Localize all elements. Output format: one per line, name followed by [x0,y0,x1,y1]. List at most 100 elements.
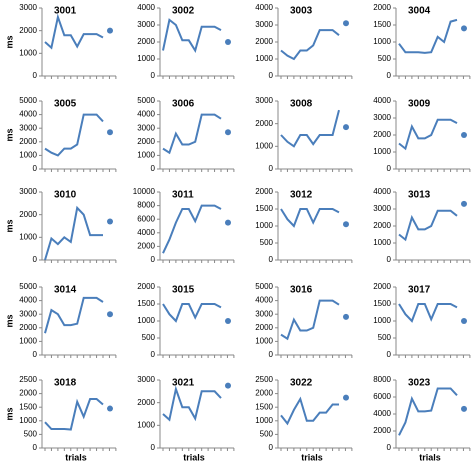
data-line [398,18,458,54]
y-tick-label: 4000 [373,96,391,105]
y-tick-label: 0 [151,71,156,80]
data-point [461,132,467,138]
y-tick-label: 0 [387,71,392,80]
y-tick-label: 1000 [137,420,155,429]
y-tick-label: 0 [151,255,156,264]
y-tick-label: 500 [378,54,392,63]
data-point [107,129,113,136]
y-tick-label: 2000 [137,398,155,407]
y-tick-label: 1000 [137,151,155,160]
data-point [225,39,231,45]
y-tick-label: 4000 [373,409,391,418]
y-tick-label: 1500 [373,20,391,29]
y-tick-label: 0 [33,255,38,264]
y-tick-label: 2000 [255,389,273,398]
panel-title: 3022 [290,378,313,389]
data-point [107,27,113,34]
y-tick-label: 3000 [255,20,273,29]
y-tick-label: 1000 [373,316,391,325]
y-axis-label: ms [4,407,14,420]
y-tick-label: 6000 [137,214,155,223]
x-axis-label: trials [419,452,441,462]
data-line [162,303,222,323]
y-tick-label: 5000 [255,282,273,291]
y-tick-label: 1000 [255,337,273,346]
panel-title: 3014 [54,285,77,296]
data-line [162,113,222,155]
y-tick-label: 2000 [137,282,155,291]
data-point [343,221,349,228]
y-axis-label: ms [4,128,14,141]
y-tick-label: 1000 [19,232,37,241]
panel-title: 3003 [290,6,313,17]
y-tick-label: 2000 [255,119,273,128]
panel-title: 3006 [172,99,195,110]
y-tick-label: 1500 [137,299,155,308]
data-point [461,318,467,324]
panel-title: 3018 [54,378,77,389]
y-tick-label: 3000 [19,187,37,196]
y-axis-label: ms [4,35,14,48]
data-point [107,405,113,412]
y-tick-label: 1000 [373,147,391,156]
x-axis-label: trials [65,452,87,462]
y-tick-label: 1500 [255,204,273,213]
y-tick-label: 0 [269,255,274,264]
y-tick-label: 500 [378,333,392,342]
y-tick-label: 1000 [19,48,37,57]
y-tick-label: 0 [151,443,156,452]
y-tick-label: 1000 [255,416,273,425]
y-tick-label: 4000 [137,3,155,12]
y-tick-label: 3000 [373,204,391,213]
y-tick-label: 0 [33,164,38,173]
y-tick-label: 2000 [373,426,391,435]
y-tick-label: 0 [269,71,274,80]
y-tick-label: 500 [260,238,274,247]
data-line [162,18,222,53]
y-tick-label: 2000 [137,37,155,46]
y-tick-label: 6000 [373,392,391,401]
y-tick-label: 2000 [19,389,37,398]
panel-title: 3008 [290,99,313,110]
y-tick-label: 1000 [255,221,273,230]
y-tick-label: 2500 [255,375,273,384]
y-tick-label: 1500 [19,402,37,411]
panel-title: 3005 [54,99,77,110]
y-tick-label: 3000 [255,309,273,318]
y-tick-label: 1500 [373,299,391,308]
panel-title: 3016 [290,285,313,296]
y-tick-label: 0 [33,71,38,80]
panel-title: 3001 [54,6,77,17]
y-tick-label: 2000 [373,282,391,291]
y-tick-label: 500 [260,430,274,439]
y-tick-label: 3000 [137,123,155,132]
y-tick-label: 0 [269,350,274,359]
data-line [44,398,104,431]
data-point [107,218,113,225]
y-axis-label: ms [4,219,14,232]
y-tick-label: 3000 [19,123,37,132]
data-point [343,20,349,27]
panel-title: 3015 [172,285,195,296]
y-tick-label: 3000 [373,113,391,122]
y-tick-label: 4000 [19,110,37,119]
y-tick-label: 4000 [255,3,273,12]
y-tick-label: 2000 [373,221,391,230]
x-axis-label: trials [301,452,323,462]
data-line [398,118,458,151]
data-point [225,129,231,136]
y-tick-label: 2000 [19,323,37,332]
y-tick-label: 1000 [19,151,37,160]
data-line [398,303,458,323]
y-tick-label: 4000 [373,187,391,196]
data-line [280,396,339,426]
data-point [343,394,349,401]
data-point [225,219,231,226]
y-tick-label: 3000 [137,20,155,29]
y-tick-label: 3000 [137,375,155,384]
data-point [461,25,467,32]
y-tick-label: 0 [269,164,274,173]
panel-title: 3012 [290,190,313,201]
y-tick-label: 1000 [255,141,273,150]
y-tick-label: 8000 [373,375,391,384]
